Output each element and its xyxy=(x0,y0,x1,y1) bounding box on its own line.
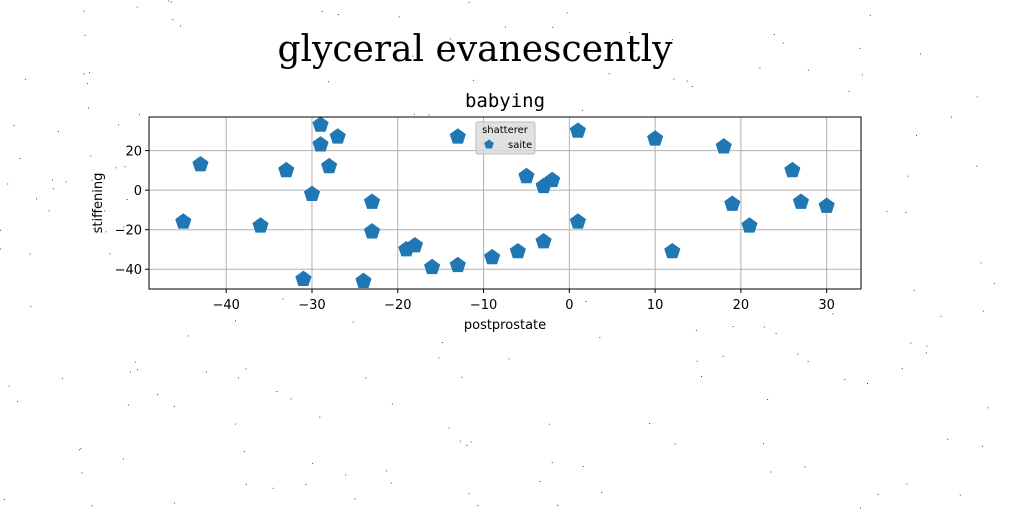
figure-suptitle: glyceral evanescently xyxy=(277,29,673,70)
data-point xyxy=(647,130,664,146)
data-point xyxy=(792,193,810,209)
x-axis-label: postprostate xyxy=(464,318,546,333)
data-point xyxy=(484,248,501,265)
data-point xyxy=(312,116,329,132)
data-point xyxy=(544,171,561,188)
data-point xyxy=(664,242,681,259)
x-tick-label: −40 xyxy=(212,298,239,313)
grid-lines xyxy=(149,117,861,289)
data-point xyxy=(509,242,526,259)
data-point xyxy=(252,217,269,233)
legend-marker xyxy=(484,139,494,149)
legend: shatterer saite xyxy=(475,121,536,155)
x-tick-label: −20 xyxy=(384,298,411,313)
y-axis-label: stiffening xyxy=(91,173,106,234)
x-tick-label: 30 xyxy=(818,298,835,313)
legend-title: shatterer xyxy=(482,125,529,136)
y-axis-ticks: −40 −20 0 20 xyxy=(115,145,149,278)
data-points xyxy=(175,116,835,288)
data-point xyxy=(278,161,295,178)
data-point xyxy=(192,155,209,172)
y-tick-label: 20 xyxy=(125,145,142,160)
data-point xyxy=(784,161,801,178)
data-point xyxy=(818,197,835,213)
y-tick-label: −20 xyxy=(115,224,142,239)
data-point xyxy=(424,258,441,275)
data-point xyxy=(724,195,741,211)
data-point xyxy=(303,185,321,201)
data-point xyxy=(312,136,329,152)
y-tick-label: −40 xyxy=(115,263,142,278)
x-tick-label: 20 xyxy=(733,298,750,313)
data-point xyxy=(535,233,552,249)
data-point xyxy=(406,237,424,253)
data-point xyxy=(355,272,372,288)
x-tick-label: 0 xyxy=(565,298,573,313)
x-tick-label: −30 xyxy=(298,298,325,313)
data-point xyxy=(449,128,466,144)
data-point xyxy=(741,217,758,233)
legend-entry-saite: saite xyxy=(508,140,532,151)
data-point xyxy=(715,138,732,154)
axes-title: babying xyxy=(465,90,545,112)
data-point xyxy=(518,167,535,184)
data-point xyxy=(175,213,192,229)
data-point xyxy=(329,128,346,144)
data-point xyxy=(295,270,312,286)
x-tick-label: 10 xyxy=(647,298,664,313)
data-point xyxy=(321,157,338,174)
data-point xyxy=(363,193,381,209)
data-point xyxy=(569,122,586,138)
x-axis-ticks: −40 −30 −20 −10 0 10 20 30 xyxy=(212,289,835,313)
y-tick-label: 0 xyxy=(134,184,142,199)
data-point xyxy=(569,213,586,229)
data-point xyxy=(363,223,381,239)
axes-frame xyxy=(148,116,862,290)
x-tick-label: −10 xyxy=(470,298,497,313)
data-point xyxy=(449,256,466,273)
